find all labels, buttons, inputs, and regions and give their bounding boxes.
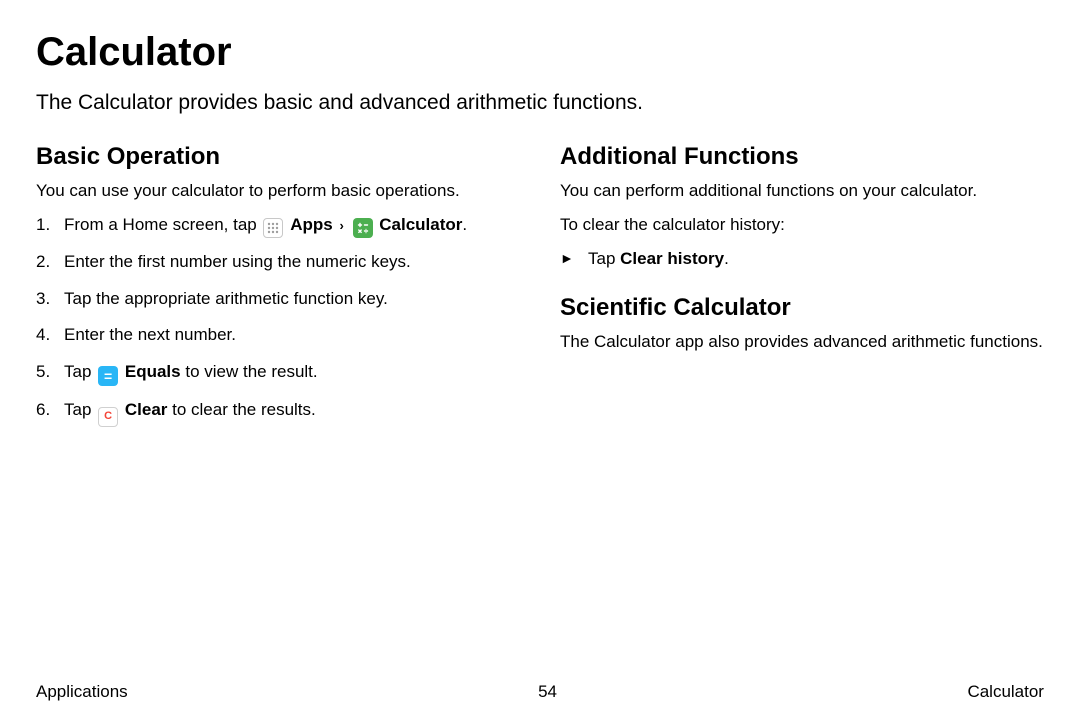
clear-icon: C <box>98 407 118 427</box>
document-page: Calculator The Calculator provides basic… <box>0 0 1080 720</box>
page-intro: The Calculator provides basic and advanc… <box>36 89 1044 117</box>
step-6-text-pre: Tap <box>64 400 96 419</box>
apps-label: Apps <box>290 215 333 234</box>
clear-history-step-list: Tap Clear history. <box>560 247 1044 272</box>
basic-operation-section: Basic Operation You can use your calcula… <box>36 143 520 427</box>
basic-operation-lead: You can use your calculator to perform b… <box>36 179 520 203</box>
equals-icon: = <box>98 366 118 386</box>
page-footer: Applications 54 Calculator <box>36 672 1044 702</box>
clear-history-post: . <box>724 249 729 268</box>
clear-history-intro: To clear the calculator history: <box>560 213 1044 237</box>
calculator-label: Calculator <box>379 215 462 234</box>
clear-label: Clear <box>125 400 168 419</box>
right-column: Additional Functions You can perform add… <box>560 143 1044 672</box>
equals-label: Equals <box>125 362 181 381</box>
scientific-calculator-section: Scientific Calculator The Calculator app… <box>560 294 1044 354</box>
additional-functions-section: Additional Functions You can perform add… <box>560 143 1044 271</box>
step-6: Tap C Clear to clear the results. <box>36 398 520 427</box>
step-5-text-pre: Tap <box>64 362 96 381</box>
footer-page-number: 54 <box>538 682 557 702</box>
clear-history-step: Tap Clear history. <box>560 247 1044 272</box>
basic-operation-steps: From a Home screen, tap Apps › Calculato… <box>36 213 520 427</box>
page-title: Calculator <box>36 30 1044 75</box>
additional-functions-heading: Additional Functions <box>560 143 1044 171</box>
step-1-text-pre: From a Home screen, tap <box>64 215 261 234</box>
scientific-calculator-heading: Scientific Calculator <box>560 294 1044 322</box>
basic-operation-heading: Basic Operation <box>36 143 520 171</box>
clear-history-label: Clear history <box>620 249 724 268</box>
step-5: Tap = Equals to view the result. <box>36 360 520 386</box>
step-2: Enter the first number using the numeric… <box>36 250 520 275</box>
footer-left: Applications <box>36 682 128 702</box>
step-1-text-post: . <box>462 215 467 234</box>
calculator-icon <box>353 218 373 238</box>
left-column: Basic Operation You can use your calcula… <box>36 143 520 672</box>
footer-right: Calculator <box>967 682 1044 702</box>
apps-icon <box>263 218 283 238</box>
step-5-text-post: to view the result. <box>181 362 318 381</box>
step-4: Enter the next number. <box>36 323 520 348</box>
step-1: From a Home screen, tap Apps › Calculato… <box>36 213 520 238</box>
step-6-text-post: to clear the results. <box>167 400 315 419</box>
step-3: Tap the appropriate arithmetic function … <box>36 287 520 312</box>
chevron-icon: › <box>339 218 343 233</box>
additional-functions-lead: You can perform additional functions on … <box>560 179 1044 203</box>
scientific-calculator-lead: The Calculator app also provides advance… <box>560 330 1044 354</box>
clear-history-pre: Tap <box>588 249 620 268</box>
two-column-layout: Basic Operation You can use your calcula… <box>36 143 1044 672</box>
